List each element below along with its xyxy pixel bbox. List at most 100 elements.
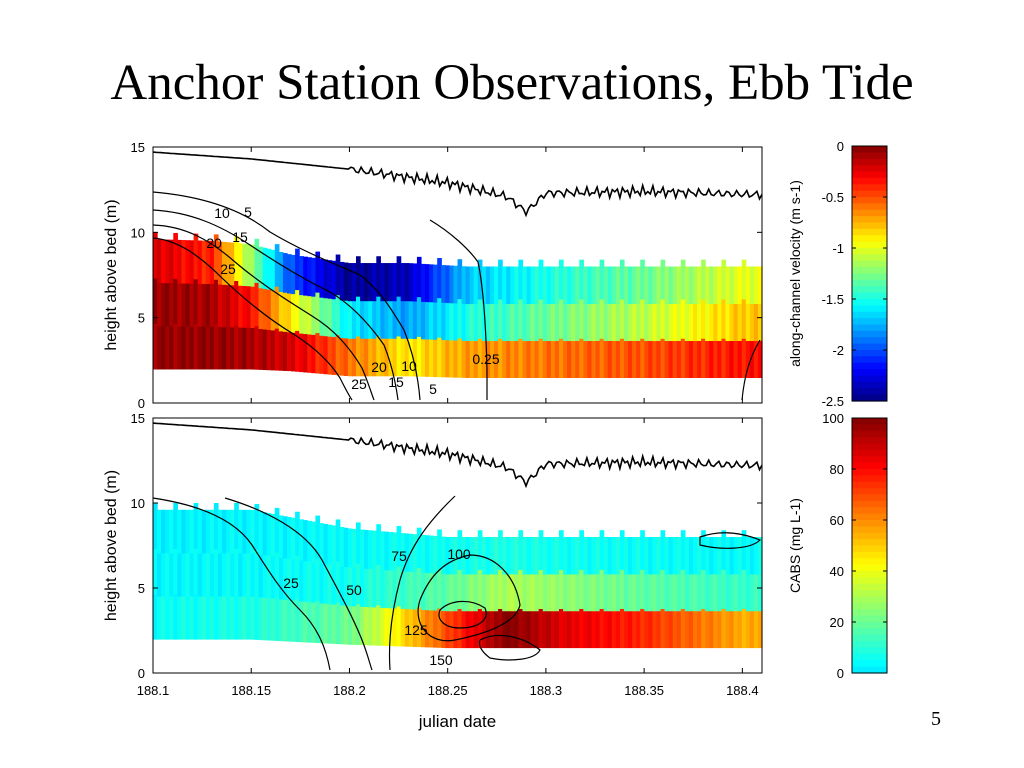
heatmap-cell (404, 608, 410, 647)
heatmap-cell (550, 537, 556, 575)
heatmap-cell (680, 569, 686, 609)
heatmap-cell (295, 511, 300, 556)
heatmap-cell (542, 573, 548, 612)
heatmap-cell (360, 606, 365, 646)
colorbar-swatch (852, 418, 887, 425)
heatmap-cell (368, 568, 373, 608)
heatmap-cell (680, 530, 686, 570)
heatmap-cell (733, 537, 739, 575)
heatmap-cell (153, 323, 158, 370)
heatmap-cell (571, 266, 576, 305)
heatmap-cell (656, 610, 662, 649)
heatmap-cell (242, 327, 247, 370)
heatmap-cell (485, 340, 491, 378)
heatmap-cell (185, 552, 191, 597)
heatmap-cell (526, 340, 532, 378)
heatmap-cell (335, 602, 341, 645)
heatmap-cell (197, 283, 203, 327)
heatmap-cell (571, 303, 576, 342)
heatmap-cell (717, 303, 722, 342)
colorbar-frame (851, 417, 888, 674)
heatmap-cell (563, 610, 568, 649)
heatmap-cell (157, 509, 162, 554)
heatmap-cell (425, 609, 430, 648)
heatmap-cell (396, 525, 402, 567)
heatmap-cell (189, 552, 195, 597)
heatmap-cell (538, 259, 544, 300)
heatmap-cell (481, 537, 487, 575)
heatmap-cell (498, 569, 503, 609)
heatmap-cell (449, 339, 455, 378)
colorbar-swatch (852, 660, 887, 668)
contour-label: 75 (391, 548, 407, 564)
heatmap-cell (652, 610, 658, 649)
heatmap-cell (343, 262, 349, 301)
heatmap-cell (396, 605, 402, 647)
heatmap-cell (193, 593, 199, 640)
colorbar-swatch (852, 184, 887, 192)
contour-label: 150 (429, 652, 453, 668)
heatmap-cell (396, 296, 402, 337)
heatmap-cell (599, 569, 605, 609)
heatmap-cell (217, 241, 223, 285)
contour-line (152, 224, 375, 401)
heatmap-cell (173, 593, 178, 640)
heatmap-cell (209, 509, 215, 554)
heatmap-cell (725, 573, 731, 612)
heatmap-cell (680, 259, 686, 300)
heatmap-cell (270, 249, 276, 291)
heatmap-cell (209, 240, 215, 285)
heatmap-cell (205, 326, 211, 370)
heatmap-cell (753, 303, 759, 342)
heatmap-cell (230, 595, 235, 640)
heatmap-cell (697, 340, 702, 378)
heatmap-cell (745, 610, 751, 649)
heatmap-cell (599, 298, 605, 339)
heatmap-cell (636, 266, 641, 305)
heatmap-cell (721, 530, 727, 570)
heatmap-cell (266, 555, 272, 599)
heatmap-cell (412, 338, 418, 377)
heatmap-cell (161, 595, 166, 640)
heatmap-cell (611, 303, 617, 342)
heatmap-cell (477, 338, 483, 378)
heatmap-cell (323, 563, 329, 604)
heatmap-cell (416, 296, 422, 337)
heatmap-cell (437, 568, 442, 609)
heatmap-cell (335, 334, 341, 376)
heatmap-cell (197, 552, 203, 597)
heatmap-cell (489, 537, 495, 575)
colorbar-swatch (852, 343, 887, 351)
contour-line (429, 219, 488, 400)
heatmap-cell (157, 282, 162, 327)
heatmap-cell (347, 263, 353, 302)
heatmap-cell (307, 520, 312, 562)
heatmap-cell (688, 610, 694, 649)
heatmap-cell (368, 606, 373, 646)
heatmap-cell (587, 610, 593, 649)
heatmap-cell (425, 338, 430, 377)
heatmap-cell (161, 239, 166, 284)
heatmap-cell (692, 303, 698, 342)
heatmap-cell (676, 340, 682, 378)
contour-line (478, 634, 541, 661)
heatmap-cell (299, 519, 304, 561)
heatmap-cell (213, 548, 219, 595)
heatmap-cell (705, 303, 710, 342)
heatmap-cell (230, 284, 235, 328)
contour-line (224, 497, 373, 671)
heatmap-cell (688, 266, 694, 305)
heatmap-cell (282, 599, 288, 642)
colorbar-swatch (852, 494, 887, 502)
heatmap-cell (157, 552, 162, 597)
y-tick-label: 15 (131, 411, 145, 426)
heatmap-cell (437, 607, 442, 648)
heatmap-cell (396, 256, 402, 297)
x-tick-label: 188.25 (428, 683, 468, 698)
heatmap-cell (449, 537, 455, 575)
heatmap-cell (705, 266, 710, 305)
heatmap-cell (453, 339, 459, 378)
heatmap-cell (262, 247, 268, 289)
heatmap-cell (274, 552, 280, 597)
